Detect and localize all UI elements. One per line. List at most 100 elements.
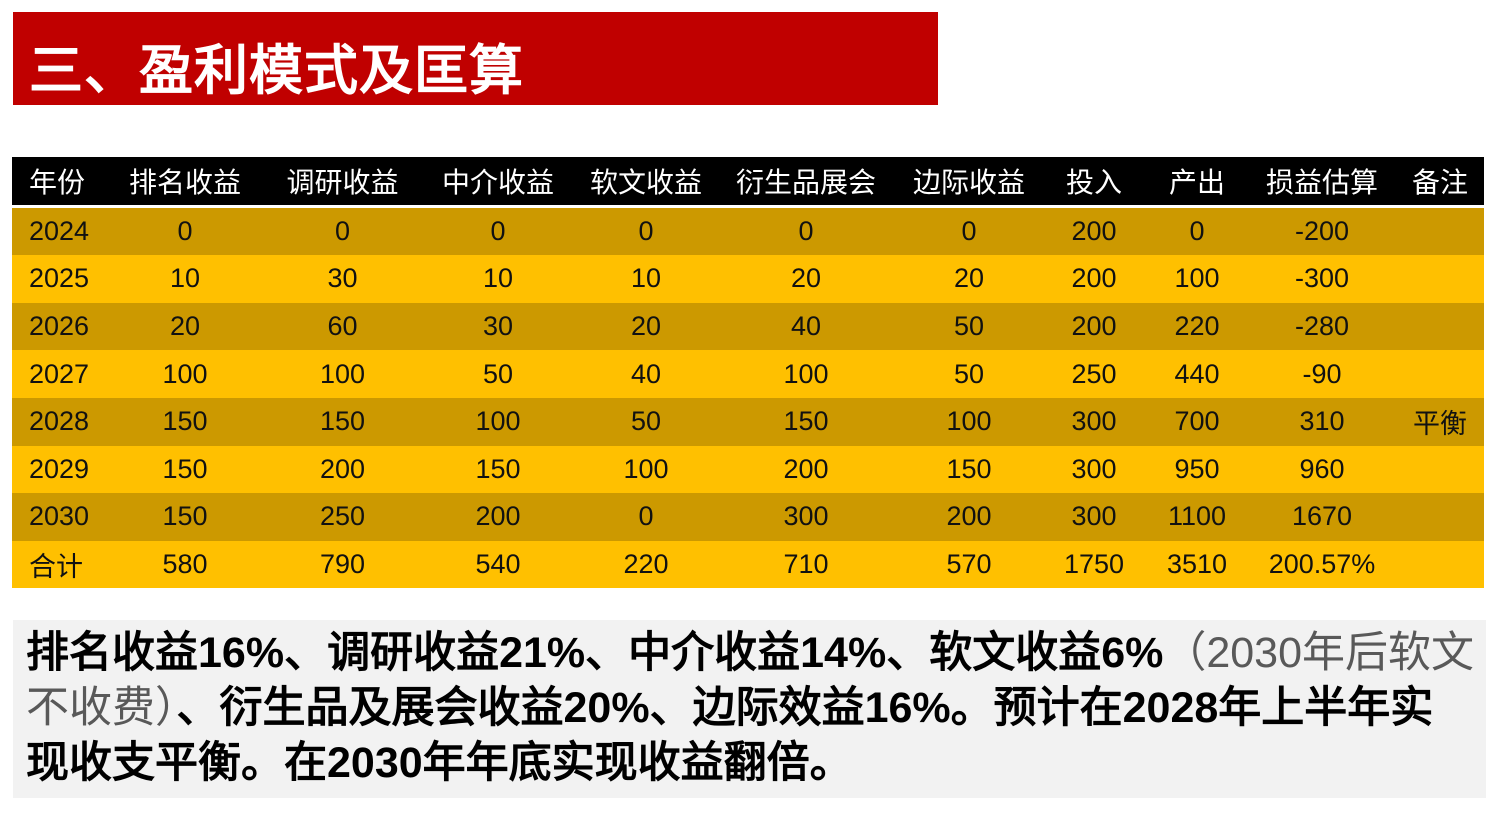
table-cell: 150 <box>896 445 1042 494</box>
column-header: 备注 <box>1396 157 1484 208</box>
table-header-row: 年份 排名收益 调研收益 中介收益 软文收益 衍生品展会 边际收益 投入 产出 损益估算 备注 <box>12 157 1484 208</box>
table-cell <box>1396 255 1484 303</box>
table-cell: 200 <box>896 493 1042 541</box>
table-cell: 3510 <box>1146 540 1248 589</box>
table-cell: 300 <box>1042 493 1146 541</box>
table-cell: 0 <box>265 206 420 256</box>
table-cell: 10 <box>420 255 576 303</box>
column-header: 调研收益 <box>265 157 420 208</box>
table-cell: 200 <box>420 493 576 541</box>
table-cell: 150 <box>105 493 265 541</box>
table-cell: 200 <box>716 445 896 494</box>
summary-box: 排名收益16%、调研收益21%、中介收益14%、软文收益6%（2030年后软文不… <box>13 620 1486 798</box>
table-cell: 40 <box>716 302 896 351</box>
table-cell: 50 <box>896 350 1042 398</box>
table-cell: 220 <box>1146 302 1248 351</box>
table-cell: 2024 <box>12 206 105 256</box>
table-cell: 0 <box>105 206 265 256</box>
table-cell: 30 <box>265 255 420 303</box>
title-banner: 三、盈利模式及匡算 <box>13 12 938 105</box>
table-cell: 0 <box>896 206 1042 256</box>
table-cell: 950 <box>1146 445 1248 494</box>
column-header: 投入 <box>1042 157 1146 208</box>
table-row: 2027 100 100 50 40 100 50 250 440 -90 <box>12 350 1484 398</box>
summary-part2: （2030年后软文不收费） <box>26 629 1475 732</box>
table-cell: 2030 <box>12 493 105 541</box>
column-header: 产出 <box>1146 157 1248 208</box>
table-cell <box>1396 302 1484 351</box>
page-title: 三、盈利模式及匡算 <box>29 41 524 101</box>
table-cell: 200 <box>1042 255 1146 303</box>
table-cell: 2025 <box>12 255 105 303</box>
table-cell: 150 <box>265 397 420 446</box>
table-cell: 100 <box>716 350 896 398</box>
table-cell: 100 <box>1146 255 1248 303</box>
table-cell: 200 <box>265 445 420 494</box>
table-cell: 100 <box>420 397 576 446</box>
table-cell: 790 <box>265 540 420 589</box>
summary-part3: 、衍生品及展会收益20%、边际效益16%。预计在2028年上半年实现收支平衡。在… <box>26 684 1434 787</box>
table-cell: 300 <box>1042 445 1146 494</box>
table-cell <box>1396 206 1484 256</box>
table-cell: 0 <box>576 493 716 541</box>
table-cell: 30 <box>420 302 576 351</box>
table-cell: 700 <box>1146 397 1248 446</box>
table-cell: 100 <box>265 350 420 398</box>
table-cell: 580 <box>105 540 265 589</box>
table-cell: 60 <box>265 302 420 351</box>
table-cell: 100 <box>105 350 265 398</box>
table-cell: 10 <box>576 255 716 303</box>
table-cell: 220 <box>576 540 716 589</box>
table-cell: 10 <box>105 255 265 303</box>
table-cell: 100 <box>896 397 1042 446</box>
table-cell <box>1396 445 1484 494</box>
table-cell: 2029 <box>12 445 105 494</box>
table-row: 2029 150 200 150 100 200 150 300 950 960 <box>12 445 1484 494</box>
table-cell: 310 <box>1248 397 1396 446</box>
table-cell: 40 <box>576 350 716 398</box>
table-cell: 0 <box>716 206 896 256</box>
table-cell: 0 <box>420 206 576 256</box>
table-cell: -90 <box>1248 350 1396 398</box>
table-cell: 20 <box>896 255 1042 303</box>
table-cell: 50 <box>896 302 1042 351</box>
column-header: 损益估算 <box>1248 157 1396 208</box>
table-cell: 平衡 <box>1396 397 1484 446</box>
table-cell: 440 <box>1146 350 1248 398</box>
table-cell: 150 <box>716 397 896 446</box>
table-cell: -280 <box>1248 302 1396 351</box>
table-cell: 2026 <box>12 302 105 351</box>
table-cell: 200 <box>1042 302 1146 351</box>
table-cell: 1750 <box>1042 540 1146 589</box>
table-cell: 1670 <box>1248 493 1396 541</box>
table-cell: 150 <box>105 397 265 446</box>
table-cell: 300 <box>1042 397 1146 446</box>
table-cell: 250 <box>265 493 420 541</box>
table-cell: -200 <box>1248 206 1396 256</box>
table-cell: 合计 <box>12 540 105 589</box>
column-header: 边际收益 <box>896 157 1042 208</box>
table-cell: 50 <box>420 350 576 398</box>
column-header: 年份 <box>12 157 105 208</box>
column-header: 排名收益 <box>105 157 265 208</box>
table-row: 2026 20 60 30 20 40 50 200 220 -280 <box>12 302 1484 351</box>
table-cell: 710 <box>716 540 896 589</box>
table-cell: 50 <box>576 397 716 446</box>
table-cell: 1100 <box>1146 493 1248 541</box>
table-row: 2024 0 0 0 0 0 0 200 0 -200 <box>12 206 1484 256</box>
column-header: 衍生品展会 <box>716 157 896 208</box>
table-row: 合计 580 790 540 220 710 570 1750 3510 200.57% <box>12 540 1484 589</box>
table-row: 2030 150 250 200 0 300 200 300 1100 1670 <box>12 493 1484 541</box>
table-cell: 20 <box>105 302 265 351</box>
table-cell: 100 <box>576 445 716 494</box>
table-cell: 2028 <box>12 397 105 446</box>
table-cell: 20 <box>576 302 716 351</box>
table-cell <box>1396 350 1484 398</box>
table-cell: 540 <box>420 540 576 589</box>
table-cell: 150 <box>105 445 265 494</box>
table-cell: 150 <box>420 445 576 494</box>
table-cell: 300 <box>716 493 896 541</box>
table-row: 2025 10 30 10 10 20 20 200 100 -300 <box>12 255 1484 303</box>
table-cell <box>1396 540 1484 589</box>
table-cell: 20 <box>716 255 896 303</box>
